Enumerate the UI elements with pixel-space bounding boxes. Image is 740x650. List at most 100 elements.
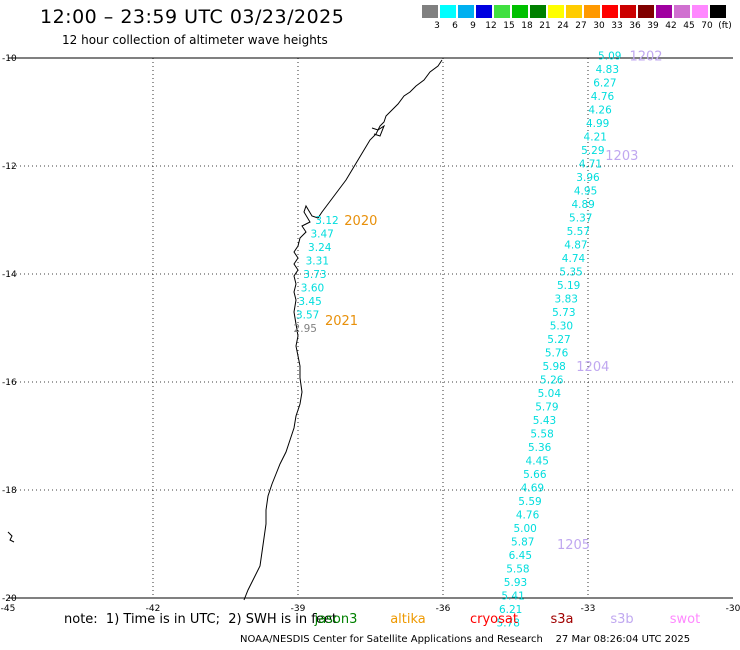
wave-height-value: 4.45: [526, 455, 549, 467]
credit-line: NOAA/NESDIS Center for Satellite Applica…: [240, 634, 691, 645]
scale-label: 9: [470, 21, 476, 31]
footer-note: note: 1) Time is in UTC; 2) SWH is in fe…: [64, 612, 337, 627]
graticule: [8, 58, 733, 598]
wave-height-value: 5.66: [523, 469, 547, 481]
wave-height-value: 6.45: [509, 550, 532, 562]
wave-height-value: 4.76: [516, 509, 540, 521]
lat-tick-label: -20: [2, 594, 17, 604]
scale-label: (ft): [718, 21, 732, 31]
scale-label: 21: [539, 21, 551, 31]
wave-height-value: 3.12: [315, 215, 338, 227]
scale-swatch: [620, 5, 636, 18]
wave-height-value: 3.60: [301, 283, 324, 295]
pass-number-label: 1202: [629, 49, 662, 64]
coast-islet: [371, 124, 386, 137]
wave-height-value: 4.76: [591, 91, 615, 103]
pass-number-label: 1203: [605, 149, 638, 164]
scale-swatch: [548, 5, 564, 18]
wave-height-value: 5.73: [552, 307, 575, 319]
wave-height-labels: 3.12 3.473.24 3.313.73 3.603.45 3.572.95 5.09…: [294, 50, 622, 629]
lon-tick-label: -42: [146, 604, 161, 614]
scale-swatch: [530, 5, 546, 18]
map-title: 12:00 – 23:59 UTC 03/23/2025: [40, 6, 345, 28]
lat-tick-label: -14: [2, 270, 17, 280]
scale-label: 27: [575, 21, 587, 31]
wave-height-value: 5.04: [538, 388, 562, 400]
wave-height-value: 3.31: [306, 256, 329, 268]
wave-height-value: 5.98: [542, 361, 565, 373]
lon-tick-label: -30: [726, 604, 740, 614]
wave-height-value: 4.99: [586, 118, 609, 130]
coast-islet: [7, 531, 15, 543]
wave-height-value: 5.57: [567, 226, 590, 238]
scale-label: 18: [521, 21, 533, 31]
satellite-legend-jason3: jason3: [314, 612, 358, 627]
scale-label: 12: [485, 21, 497, 31]
satellite-legend-s3b: s3b: [610, 612, 634, 627]
wave-height-value: 5.26: [540, 374, 564, 386]
scale-label: 42: [665, 21, 677, 31]
wave-height-value: 5.27: [547, 334, 570, 346]
wave-height-value: 3.73: [303, 269, 326, 281]
lon-tick-label: -33: [581, 604, 596, 614]
wave-height-value: 5.29: [581, 145, 604, 157]
scale-swatch: [566, 5, 582, 18]
wave-height-value: 5.58: [530, 428, 553, 440]
color-scale-legend: 3 6 9 12 15 18 21 24 27 30 33 36 39 42 45 70 (ft): [422, 5, 732, 35]
wave-height-value: 6.21: [499, 604, 522, 616]
wave-height-value: 3.45: [298, 296, 321, 308]
wave-height-value: 5.76: [545, 347, 569, 359]
pass-number-label: 1204: [576, 360, 609, 375]
scale-swatch: [458, 5, 474, 18]
scale-swatch: [656, 5, 672, 18]
wave-height-value: 5.37: [569, 212, 592, 224]
scale-swatch: [512, 5, 528, 18]
scale-label: 70: [701, 21, 713, 31]
wave-height-value: 3.47: [310, 229, 333, 241]
satellite-legend-cryosat: cryosat: [470, 612, 518, 627]
wave-height-value: 4.26: [588, 104, 612, 116]
wave-height-value: 4.71: [579, 158, 602, 170]
pass-number-label: 2020: [344, 214, 377, 229]
scale-swatch: [710, 5, 726, 18]
wave-height-value: 6.27: [593, 77, 616, 89]
lon-tick-label: -36: [436, 604, 451, 614]
wave-height-value: 5.59: [518, 496, 541, 508]
scale-swatch: [638, 5, 654, 18]
pass-number-label: 1205: [557, 538, 590, 553]
wave-height-value: 4.95: [574, 185, 597, 197]
scale-swatch: [476, 5, 492, 18]
wave-height-value: 5.87: [511, 536, 534, 548]
pass-number-labels: 2020 2021 1202 1203 1204 1205: [325, 49, 663, 553]
wave-height-value: 4.87: [564, 239, 587, 251]
axis-tick-labels: -45 -42 -39 -36 -33 -30 -10 -12 -14 -16 -18 -20: [1, 54, 740, 614]
wave-height-value: 5.58: [506, 563, 529, 575]
scale-swatch: [584, 5, 600, 18]
scale-label: 39: [647, 21, 659, 31]
lat-tick-label: -12: [2, 162, 17, 172]
wave-height-value: 5.00: [513, 523, 536, 535]
wave-height-value: 5.93: [504, 577, 527, 589]
satellite-legend-swot: swot: [669, 612, 701, 627]
wave-height-value: 3.83: [555, 293, 578, 305]
wave-height-value: 5.09: [598, 50, 621, 62]
wave-height-value: 4.69: [521, 482, 544, 494]
scale-swatch: [440, 5, 456, 18]
coastline: [243, 59, 443, 601]
scale-label: 6: [452, 21, 458, 31]
wave-height-value: 4.74: [562, 253, 586, 265]
satellite-legend: jason3 altika cryosat s3a s3b swot: [0, 612, 740, 630]
wave-height-value: 5.41: [501, 590, 524, 602]
satellite-legend-s3a: s3a: [550, 612, 574, 627]
wave-height-value: 4.21: [584, 131, 607, 143]
wave-height-value: 3.96: [576, 172, 600, 184]
scale-swatch: [674, 5, 690, 18]
scale-label: 30: [593, 21, 605, 31]
satellite-legend-altika: altika: [390, 612, 426, 627]
scale-swatch: [602, 5, 618, 18]
wave-height-value: 5.36: [528, 442, 552, 454]
wave-height-value: 3.57: [296, 310, 319, 322]
scale-label: 45: [683, 21, 695, 31]
wave-height-value: 5.43: [533, 415, 556, 427]
